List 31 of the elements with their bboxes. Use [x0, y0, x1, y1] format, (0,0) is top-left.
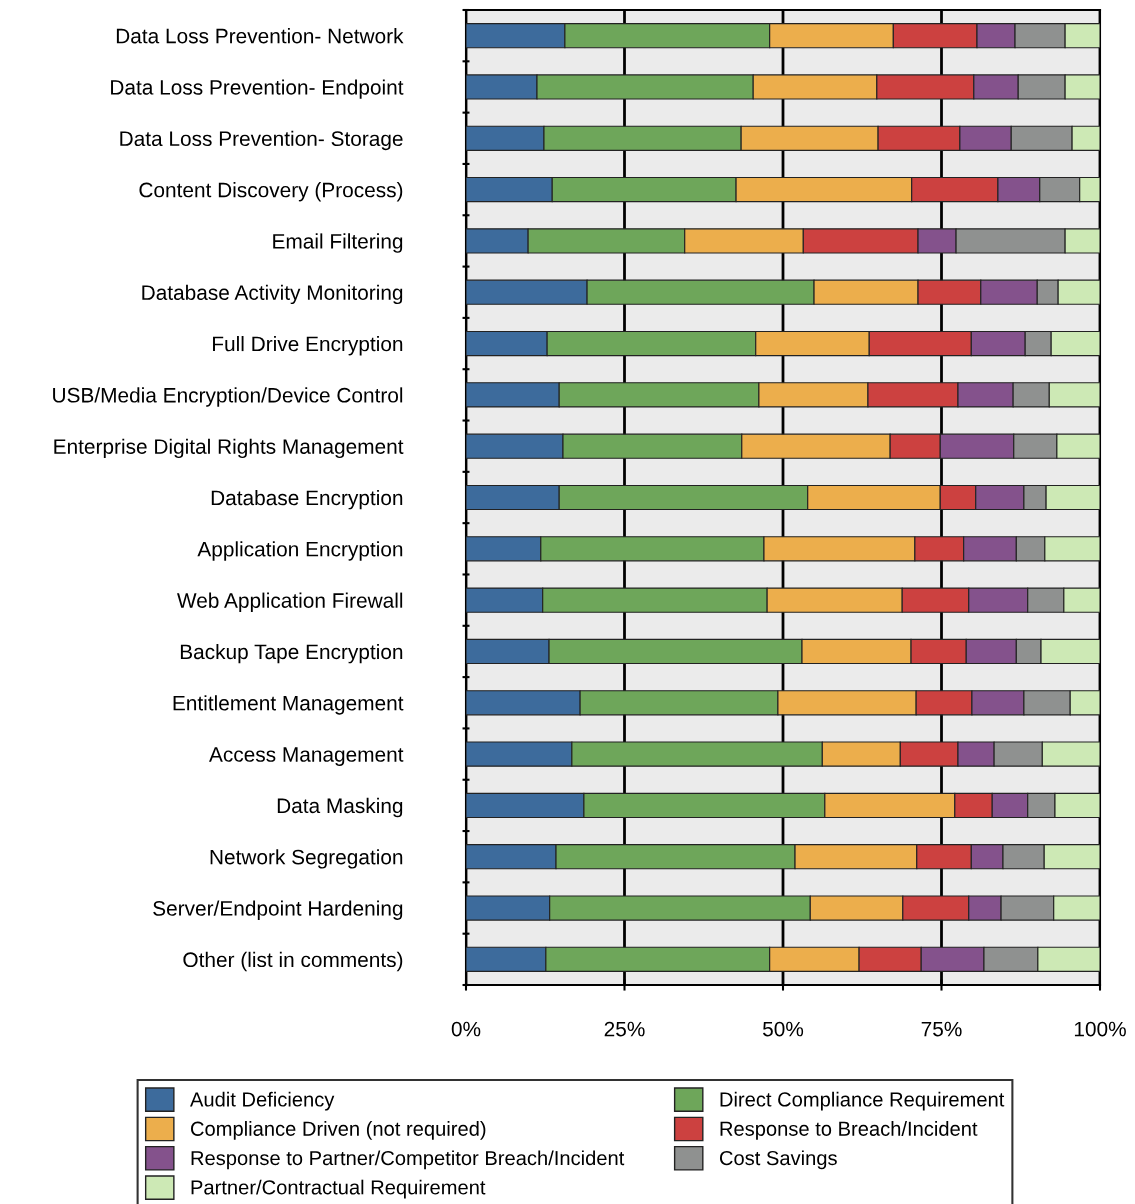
- y-tick-label: Entitlement Management: [173, 695, 404, 715]
- y-tick-label: Web Application Firewall: [177, 592, 403, 612]
- y-tick-label: Data Masking: [277, 797, 403, 818]
- y-tick-label: Backup Tape Encryption: [180, 643, 403, 664]
- y-tick-label: Access Management: [209, 747, 404, 766]
- x-tick-label: 25%: [604, 1021, 645, 1037]
- legend-label: Response to Partner/Competitor Breach/Incident: [191, 1150, 625, 1170]
- y-tick-label: Data Loss Prevention- Network: [116, 28, 404, 44]
- x-tick-label: 100%: [1074, 1021, 1126, 1037]
- legend-label: Response to Breach/Incident: [720, 1121, 978, 1140]
- y-tick-label: Content Discovery (Process): [139, 182, 403, 202]
- y-tick-label: Other (list in comments): [183, 951, 403, 972]
- legend-label: Direct Compliance Requirement: [720, 1091, 1005, 1111]
- legend-label: Partner/Contractual Requirement: [191, 1179, 486, 1199]
- y-tick-label: Database Encryption: [211, 489, 403, 510]
- y-tick-label: Full Drive Encryption: [213, 336, 403, 356]
- y-tick-label: Application Encryption: [197, 541, 403, 561]
- y-tick-label: Email Filtering: [273, 233, 403, 253]
- y-tick-label: Server/Endpoint Hardening: [153, 900, 403, 920]
- y-tick-label: Data Loss Prevention- Endpoint: [111, 79, 404, 99]
- legend-label: Compliance Driven (not required): [191, 1121, 486, 1140]
- y-tick-label: Data Loss Prevention- Storage: [120, 130, 403, 151]
- x-tick-label: 0%: [451, 1021, 481, 1037]
- x-tick-label: 50%: [762, 1021, 804, 1037]
- x-tick-label: 75%: [921, 1021, 962, 1037]
- legend-label: Cost Savings: [719, 1150, 837, 1170]
- y-tick-label: USB/Media Encryption/Device Control: [53, 387, 403, 407]
- y-tick-label: Network Segregation: [210, 849, 403, 869]
- legend-label: Audit Deficiency: [190, 1091, 335, 1111]
- y-tick-label: Enterprise Digital Rights Management: [54, 438, 404, 459]
- y-tick-label: Database Activity Monitoring: [142, 284, 403, 305]
